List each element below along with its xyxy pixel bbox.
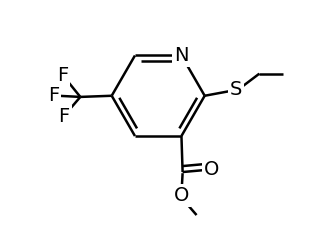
Text: O: O xyxy=(204,160,219,179)
Text: S: S xyxy=(230,80,242,99)
Text: F: F xyxy=(57,66,69,85)
Text: O: O xyxy=(174,186,189,205)
Text: F: F xyxy=(48,86,59,105)
Text: N: N xyxy=(174,46,189,65)
Text: F: F xyxy=(58,107,70,126)
